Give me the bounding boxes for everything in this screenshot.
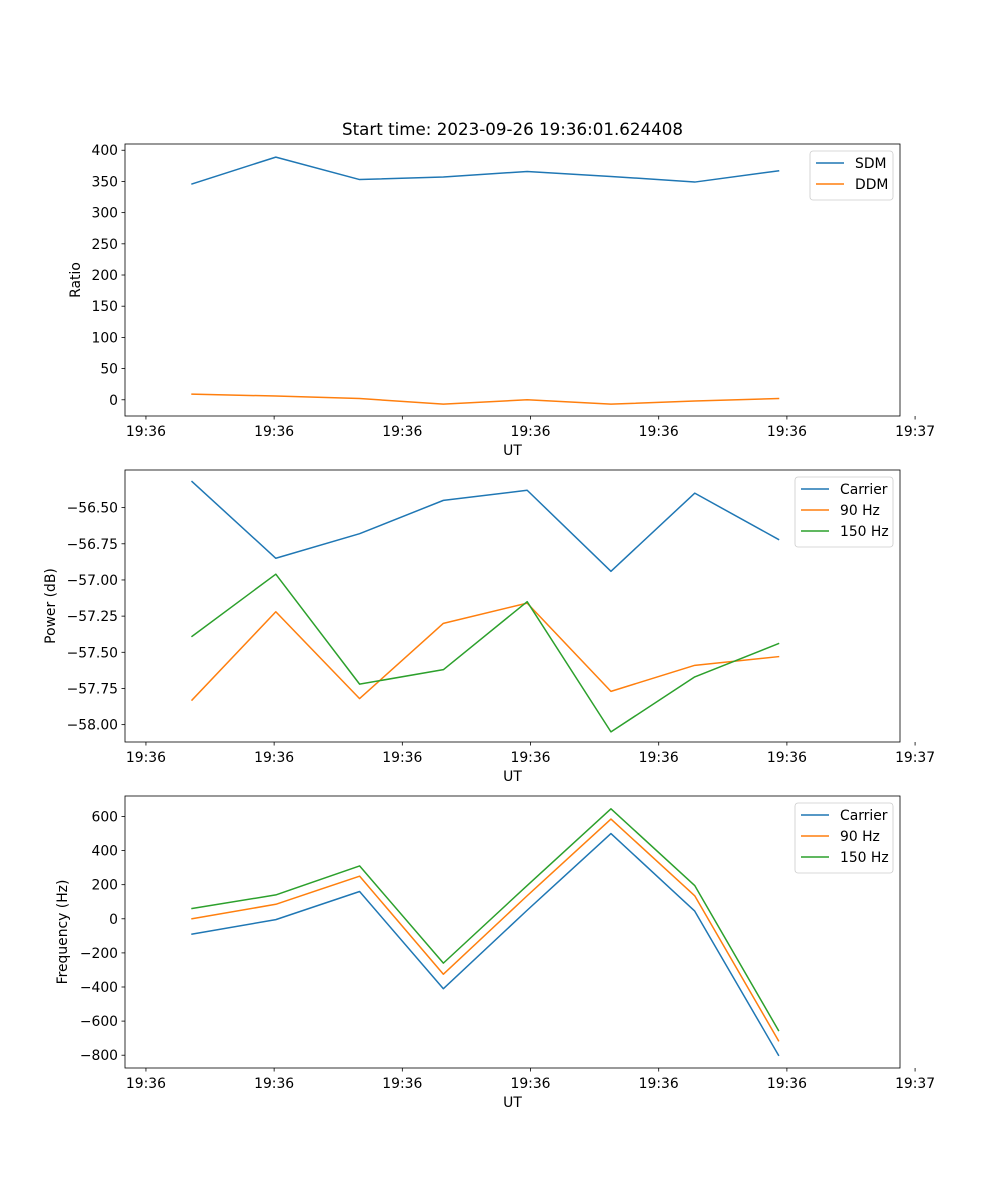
series-line-90-hz — [191, 818, 780, 1042]
legend-box — [794, 802, 894, 874]
legend-label: SDM — [855, 156, 887, 172]
y-axis-label: Frequency (Hz) — [55, 880, 71, 985]
legend-label: Carrier — [840, 482, 888, 498]
x-tick-label: 19:36 — [639, 424, 679, 440]
y-tick-label: 350 — [91, 174, 118, 190]
y-tick-label: 400 — [91, 844, 118, 860]
panel-1: Start time: 2023-09-26 19:36:01.624408 19… — [68, 119, 935, 459]
y-tick-label: −57.50 — [67, 645, 118, 661]
y-tick-label: −800 — [80, 1048, 118, 1064]
y-tick-label: 50 — [100, 362, 118, 378]
y-tick-label: −56.75 — [67, 537, 118, 553]
legend-label: 150 Hz — [840, 524, 889, 540]
series-line-carrier — [190, 480, 780, 573]
series-line-90-hz — [190, 602, 780, 702]
x-tick-label: 19:36 — [767, 750, 807, 766]
x-tick-label: 19:36 — [126, 424, 166, 440]
y-tick-label: 600 — [91, 809, 118, 825]
y-tick-label: 400 — [91, 143, 118, 159]
series-line-150-hz — [190, 573, 780, 733]
panel-3: 19:36 19:36 19:36 19:36 19:36 19:36 19:37 −800 −… — [55, 795, 935, 1111]
y-tick-label: 100 — [91, 330, 118, 346]
legend-box — [794, 476, 894, 548]
y-tick-label: 250 — [91, 237, 118, 253]
x-axis-label: UT — [503, 769, 522, 785]
y-tick-label: −56.50 — [67, 501, 118, 517]
x-tick-label: 19:36 — [767, 1076, 807, 1092]
x-axis-label: UT — [503, 443, 522, 459]
x-tick-label: 19:36 — [767, 424, 807, 440]
y-tick-label: 300 — [91, 206, 118, 222]
series-line-carrier — [191, 832, 780, 1057]
legend-label: DDM — [855, 177, 888, 193]
x-tick-label: 19:36 — [510, 1076, 550, 1092]
x-tick-label: 19:36 — [510, 750, 550, 766]
y-tick-label: −57.75 — [67, 681, 118, 697]
y-axis-label: Power (dB) — [43, 568, 59, 644]
y-tick-label: −400 — [80, 980, 118, 996]
y-tick-label: 200 — [91, 268, 118, 284]
y-tick-label: −57.00 — [67, 573, 118, 589]
series-line-ddm — [191, 393, 780, 405]
series-line-150-hz — [191, 808, 780, 1032]
x-tick-label: 19:36 — [382, 424, 422, 440]
legend-label: 90 Hz — [840, 503, 880, 519]
y-axis-label: Ratio — [68, 262, 84, 298]
y-tick-label: −57.25 — [67, 609, 118, 625]
y-tick-label: 200 — [91, 878, 118, 894]
legend-label: 150 Hz — [840, 850, 889, 866]
y-tick-label: −200 — [80, 946, 118, 962]
y-tick-label: 150 — [91, 299, 118, 315]
series-line-sdm — [191, 156, 780, 185]
legend-label: Carrier — [840, 808, 888, 824]
legend: SDM DDM — [809, 150, 894, 201]
x-tick-label: 19:36 — [254, 1076, 294, 1092]
y-tick-label: −58.00 — [67, 718, 118, 734]
x-tick-label: 19:36 — [382, 750, 422, 766]
legend-label: 90 Hz — [840, 829, 880, 845]
legend: Carrier 90 Hz 150 Hz — [794, 476, 894, 548]
x-tick-label: 19:36 — [639, 1076, 679, 1092]
x-tick-label: 19:36 — [126, 750, 166, 766]
axes-frame — [124, 143, 901, 417]
legend: Carrier 90 Hz 150 Hz — [794, 802, 894, 874]
x-tick-label: 19:36 — [382, 1076, 422, 1092]
x-tick-label: 19:36 — [254, 424, 294, 440]
x-tick-label: 19:37 — [895, 1076, 935, 1092]
y-tick-label: −600 — [80, 1014, 118, 1030]
axes-frame — [124, 795, 901, 1069]
x-tick-label: 19:36 — [126, 1076, 166, 1092]
x-tick-label: 19:37 — [895, 424, 935, 440]
x-tick-label: 19:37 — [895, 750, 935, 766]
axes-frame — [124, 469, 901, 743]
y-tick-label: 0 — [109, 912, 118, 928]
x-tick-label: 19:36 — [510, 424, 550, 440]
x-tick-label: 19:36 — [254, 750, 294, 766]
chart-title: Start time: 2023-09-26 19:36:01.624408 — [342, 119, 683, 139]
panel-2: 19:36 19:36 19:36 19:36 19:36 19:36 19:37 −58.0… — [43, 469, 935, 785]
y-tick-label: 0 — [109, 393, 118, 409]
x-tick-label: 19:36 — [639, 750, 679, 766]
x-axis-label: UT — [503, 1095, 522, 1111]
